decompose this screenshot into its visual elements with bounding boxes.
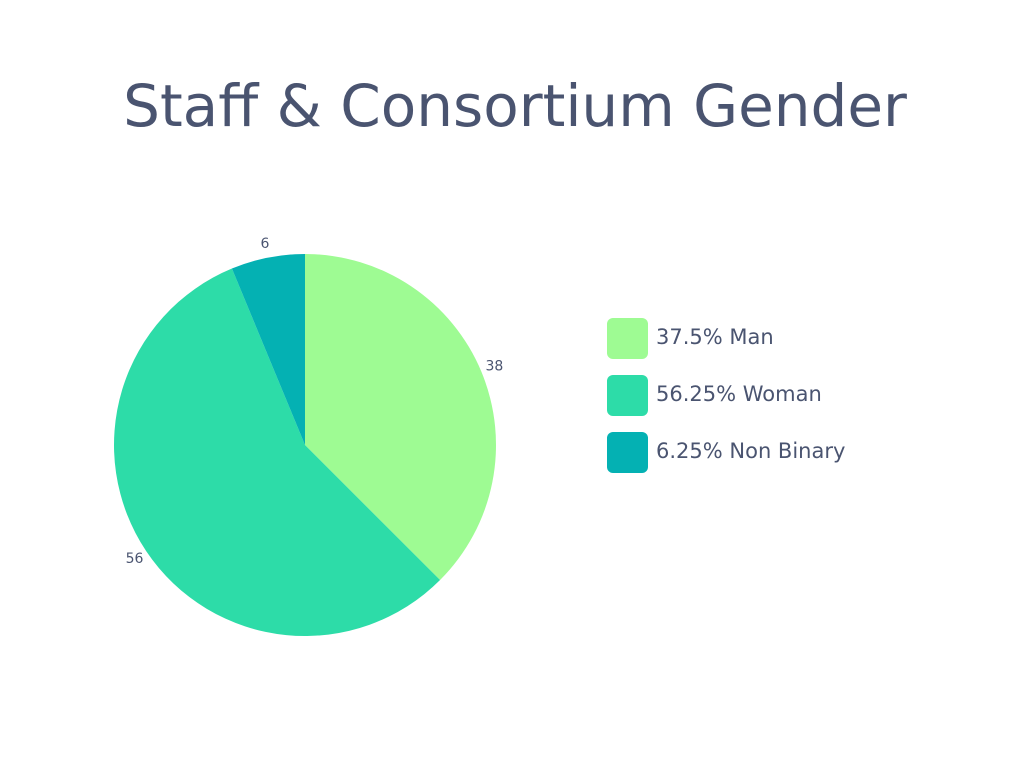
- legend-label: 6.25% Non Binary: [656, 439, 845, 463]
- legend-swatch: [607, 432, 648, 473]
- data-label: 6: [261, 236, 270, 252]
- legend-swatch: [607, 375, 648, 416]
- legend-label: 56.25% Woman: [656, 382, 822, 406]
- pie-slice: [305, 254, 496, 581]
- chart-title: Staff & Consortium Gender: [123, 72, 907, 140]
- legend-label: 37.5% Man: [656, 325, 774, 349]
- pie-slice: [113, 268, 441, 636]
- data-label: 56: [126, 551, 144, 567]
- legend-swatch: [607, 318, 648, 359]
- pie-slice: [231, 254, 305, 445]
- data-label: 38: [485, 359, 503, 375]
